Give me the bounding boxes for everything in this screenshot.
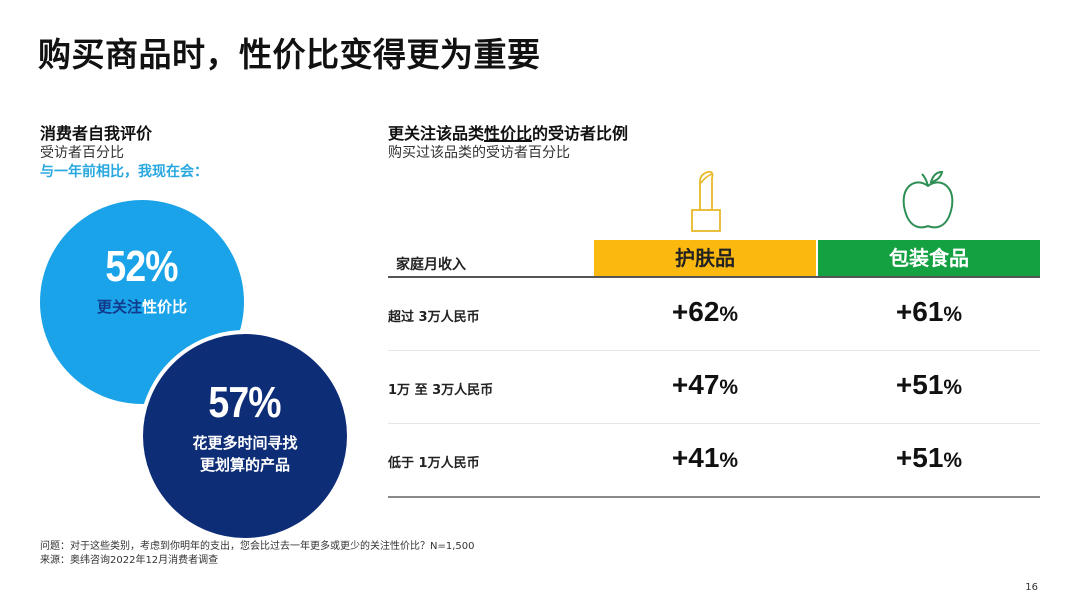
row-header-label: 家庭月收入 <box>396 257 466 273</box>
food-value: +51% <box>895 369 963 400</box>
page-title: 购买商品时，性价比变得更为重要 <box>38 35 541 74</box>
self-evaluation-header: 消费者自我评价 受访者百分比 与一年前相比，我现在会： <box>40 124 208 182</box>
income-label: 1万 至 3万人民币 <box>388 383 494 398</box>
category-skincare: 护肤品 <box>594 240 816 276</box>
self-evaluation-subheading: 受访者百分比 <box>40 145 124 161</box>
skincare-value: +62% <box>671 296 739 327</box>
stat-label: 花更多时间寻找 更划算的产品 <box>192 434 298 474</box>
footnote-source: 来源：奥纬咨询2022年12月消费者调查 <box>40 555 219 566</box>
table-row: 低于 1万人民币 +41% +51% <box>388 424 1040 498</box>
page-number: 16 <box>1025 582 1038 593</box>
skincare-value: +47% <box>671 369 739 400</box>
self-evaluation-heading: 消费者自我评价 <box>40 124 153 143</box>
category-header: 更关注该品类性价比的受访者比例 购买过该品类的受访者百分比 <box>388 124 628 162</box>
stat-circle-value-focus: 52% 更关注性价比 <box>40 200 244 404</box>
table-row: 1万 至 3万人民币 +47% +51% <box>388 351 1040 424</box>
skincare-value: +41% <box>671 442 739 473</box>
income-label: 低于 1万人民币 <box>388 456 480 471</box>
stat-value: 52% <box>105 242 179 291</box>
lipstick-icon <box>691 170 721 232</box>
income-label: 超过 3万人民币 <box>388 310 480 325</box>
apple-icon <box>902 170 954 229</box>
footnote: 问题：对于这些类别，考虑到你明年的支出，您会比过去一年更多或更少的关注性价比？N… <box>40 540 475 568</box>
table-row: 超过 3万人民币 +62% +61% <box>388 278 1040 351</box>
stat-value: 57% <box>208 378 282 427</box>
food-value: +61% <box>895 296 963 327</box>
table-header: 家庭月收入 护肤品 包装食品 <box>388 240 1040 278</box>
stat-label: 更关注性价比 <box>96 298 188 316</box>
footnote-question: 问题：对于这些类别，考虑到你明年的支出，您会比过去一年更多或更少的关注性价比？N… <box>40 541 475 552</box>
stat-circle-more-time: 57% 花更多时间寻找 更划算的产品 <box>139 330 351 542</box>
value-focus-table: 家庭月收入 护肤品 包装食品 超过 3万人民币 +62% +61% 1万 至 3… <box>388 240 1040 498</box>
category-subheading: 购买过该品类的受访者百分比 <box>388 145 570 161</box>
category-heading: 更关注该品类性价比的受访者比例 <box>388 124 629 143</box>
self-evaluation-prompt: 与一年前相比，我现在会： <box>40 164 208 180</box>
category-packaged-food: 包装食品 <box>818 240 1040 276</box>
food-value: +51% <box>895 442 963 473</box>
